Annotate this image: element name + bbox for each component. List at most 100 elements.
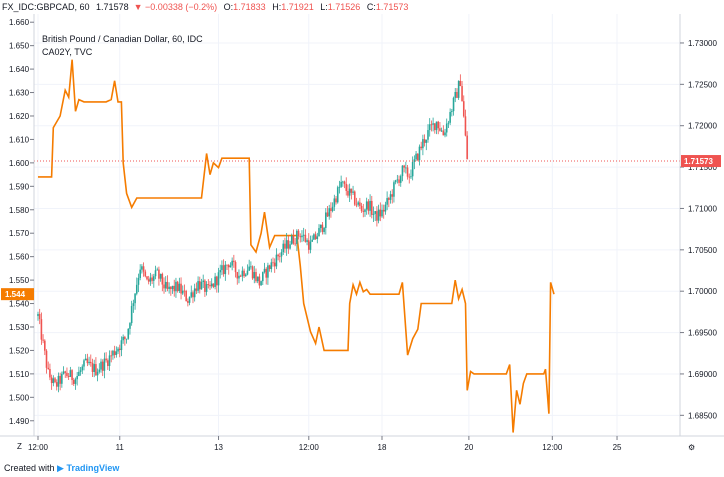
candle-body [389, 194, 392, 200]
candle-body [61, 373, 63, 384]
candle-body [330, 208, 332, 212]
candle-body [163, 284, 165, 289]
candle-body [262, 272, 264, 282]
candle-body [219, 270, 222, 273]
candle-body [178, 283, 181, 292]
candle-body [388, 198, 390, 200]
candle-body [333, 198, 336, 207]
candle-body [384, 204, 387, 212]
time-axis-label: 13 [214, 443, 223, 452]
footer-brand[interactable]: TradingView [66, 463, 120, 473]
candle-body [76, 376, 78, 380]
candle-body [256, 276, 259, 282]
candle-body [79, 370, 82, 372]
candle-body [233, 260, 235, 263]
left-axis-label: 1.660 [9, 18, 30, 27]
settings-button[interactable]: ⚙ [686, 438, 700, 452]
candle-body [248, 266, 250, 271]
candle-body [149, 277, 152, 282]
candle-body [190, 292, 193, 297]
time-axis[interactable]: 12:00 11 13 12:00 18 20 12:00 25 [28, 436, 622, 452]
candle-body [142, 266, 145, 272]
candle-body [188, 296, 191, 303]
chart-canvas[interactable]: 1.68500 1.69000 1.69500 1.70000 1.70500 1.710… [0, 14, 724, 459]
candle-body [141, 266, 143, 270]
open-label: O: [223, 2, 234, 12]
candle-body [415, 153, 417, 160]
candle-body [44, 340, 46, 351]
candle-body [396, 179, 399, 181]
candle-body [57, 375, 60, 387]
candle-body [246, 270, 249, 275]
time-axis-label: 11 [116, 443, 125, 452]
candle-body [146, 276, 148, 280]
candle-body [445, 123, 448, 133]
left-price-axis[interactable]: 1.490 1.500 1.510 1.520 1.530 1.540 1.550 1.560… [9, 18, 34, 426]
right-axis-label: 1.69500 [688, 329, 717, 338]
candle-body [154, 270, 157, 277]
left-axis-label: 1.550 [9, 276, 30, 285]
candle-body [359, 202, 361, 206]
candle-body [212, 283, 215, 287]
candle-body [197, 281, 199, 291]
candle-body [270, 262, 273, 270]
candle-body [231, 260, 233, 266]
candle-body [137, 277, 140, 285]
candle-body [311, 239, 313, 242]
candle-body [290, 235, 293, 245]
candle-body [340, 181, 342, 187]
candle-body [214, 276, 216, 287]
candle-body [403, 165, 405, 168]
left-axis-label: 1.620 [9, 112, 30, 121]
candle-body [89, 361, 92, 364]
left-axis-label: 1.500 [9, 393, 30, 402]
candle-body [183, 290, 186, 292]
candle-body [321, 224, 324, 232]
down-arrow-icon: ▼ [131, 2, 143, 12]
candle-body [314, 234, 317, 240]
open-value: 1.71833 [233, 2, 266, 12]
candle-body [280, 252, 283, 257]
left-axis-label: 1.630 [9, 89, 30, 98]
candle-body [335, 198, 337, 203]
candle-body [464, 116, 467, 136]
candle-body [362, 210, 365, 212]
candle-body [47, 367, 50, 370]
candle-body [175, 281, 177, 292]
left-axis-label: 1.520 [9, 346, 30, 355]
candle-body [229, 265, 232, 268]
candle-body [112, 350, 114, 356]
candle-body [405, 167, 407, 169]
candle-body [430, 124, 433, 126]
candle-body [432, 123, 434, 125]
candle-body [96, 371, 99, 376]
left-axis-label: 1.580 [9, 206, 30, 215]
right-axis-label: 1.72500 [688, 80, 717, 89]
candle-body [222, 265, 225, 275]
right-price-axis[interactable]: 1.68500 1.69000 1.69500 1.70000 1.70500 1.710… [680, 39, 717, 420]
candle-body [38, 313, 41, 320]
candle-body [263, 268, 266, 273]
left-axis-label: 1.570 [9, 229, 30, 238]
candle-body [434, 123, 436, 131]
candle-body [277, 254, 279, 257]
candle-body [234, 262, 237, 273]
candle-body [379, 209, 382, 217]
candle-body [209, 284, 211, 287]
candle-body [369, 200, 371, 211]
ca02y-series [38, 59, 555, 433]
candle-body [120, 340, 123, 351]
candle-body [313, 234, 315, 240]
candle-body [52, 378, 55, 384]
candle-body [347, 190, 349, 196]
candle-body [343, 181, 346, 184]
candle-body [64, 371, 67, 373]
symbol-label[interactable]: FX_IDC:GBPCAD, 60 [2, 2, 90, 12]
right-axis-label: 1.68500 [688, 411, 717, 420]
candle-body [93, 364, 95, 372]
low-label: L: [320, 2, 328, 12]
candle-body [195, 288, 198, 291]
zoom-button[interactable]: Z [13, 438, 27, 452]
candle-body [451, 111, 453, 113]
candle-body [376, 211, 378, 221]
